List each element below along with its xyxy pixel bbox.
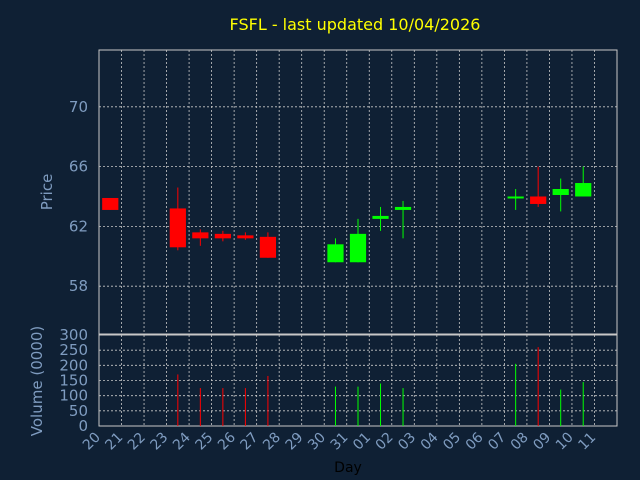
candle-body [327,244,344,263]
price-tick-label: 66 [69,158,88,176]
volume-tick-label: 250 [59,341,88,359]
volume-tick-label: 150 [59,372,88,390]
price-tick-label: 58 [69,277,88,295]
candle-body [259,236,277,258]
candle-body [237,235,254,239]
price-panel: 58 62 66 70 [69,49,618,335]
candle-body [552,189,569,195]
candle-body [394,206,412,210]
candle-body [102,197,119,210]
volume-tick-label: 100 [59,387,88,405]
price-axis-label: Price [38,174,56,211]
volume-tick-label: 0 [78,417,88,435]
volume-tick-label: 300 [59,326,88,344]
candle-body [530,196,547,204]
volume-tick-label: 200 [59,356,88,374]
price-plot-frame [98,49,618,335]
candle-body [507,196,524,199]
volume-axis-label: Volume (0000) [28,326,46,436]
price-tick-label: 70 [69,98,88,116]
candle-body [372,215,389,219]
candle-body [214,233,231,239]
candle-body [349,233,367,263]
chart-title: FSFL - last updated 10/04/2026 [230,15,481,34]
x-axis-label: Day [334,460,362,476]
candle-body [169,208,186,248]
candle-body [575,183,592,197]
volume-tick-label: 50 [69,402,88,420]
candle-body [192,232,209,239]
x-axis: 2021222324252627282930310102030405060708… [80,429,599,453]
price-tick-label: 62 [69,217,88,235]
